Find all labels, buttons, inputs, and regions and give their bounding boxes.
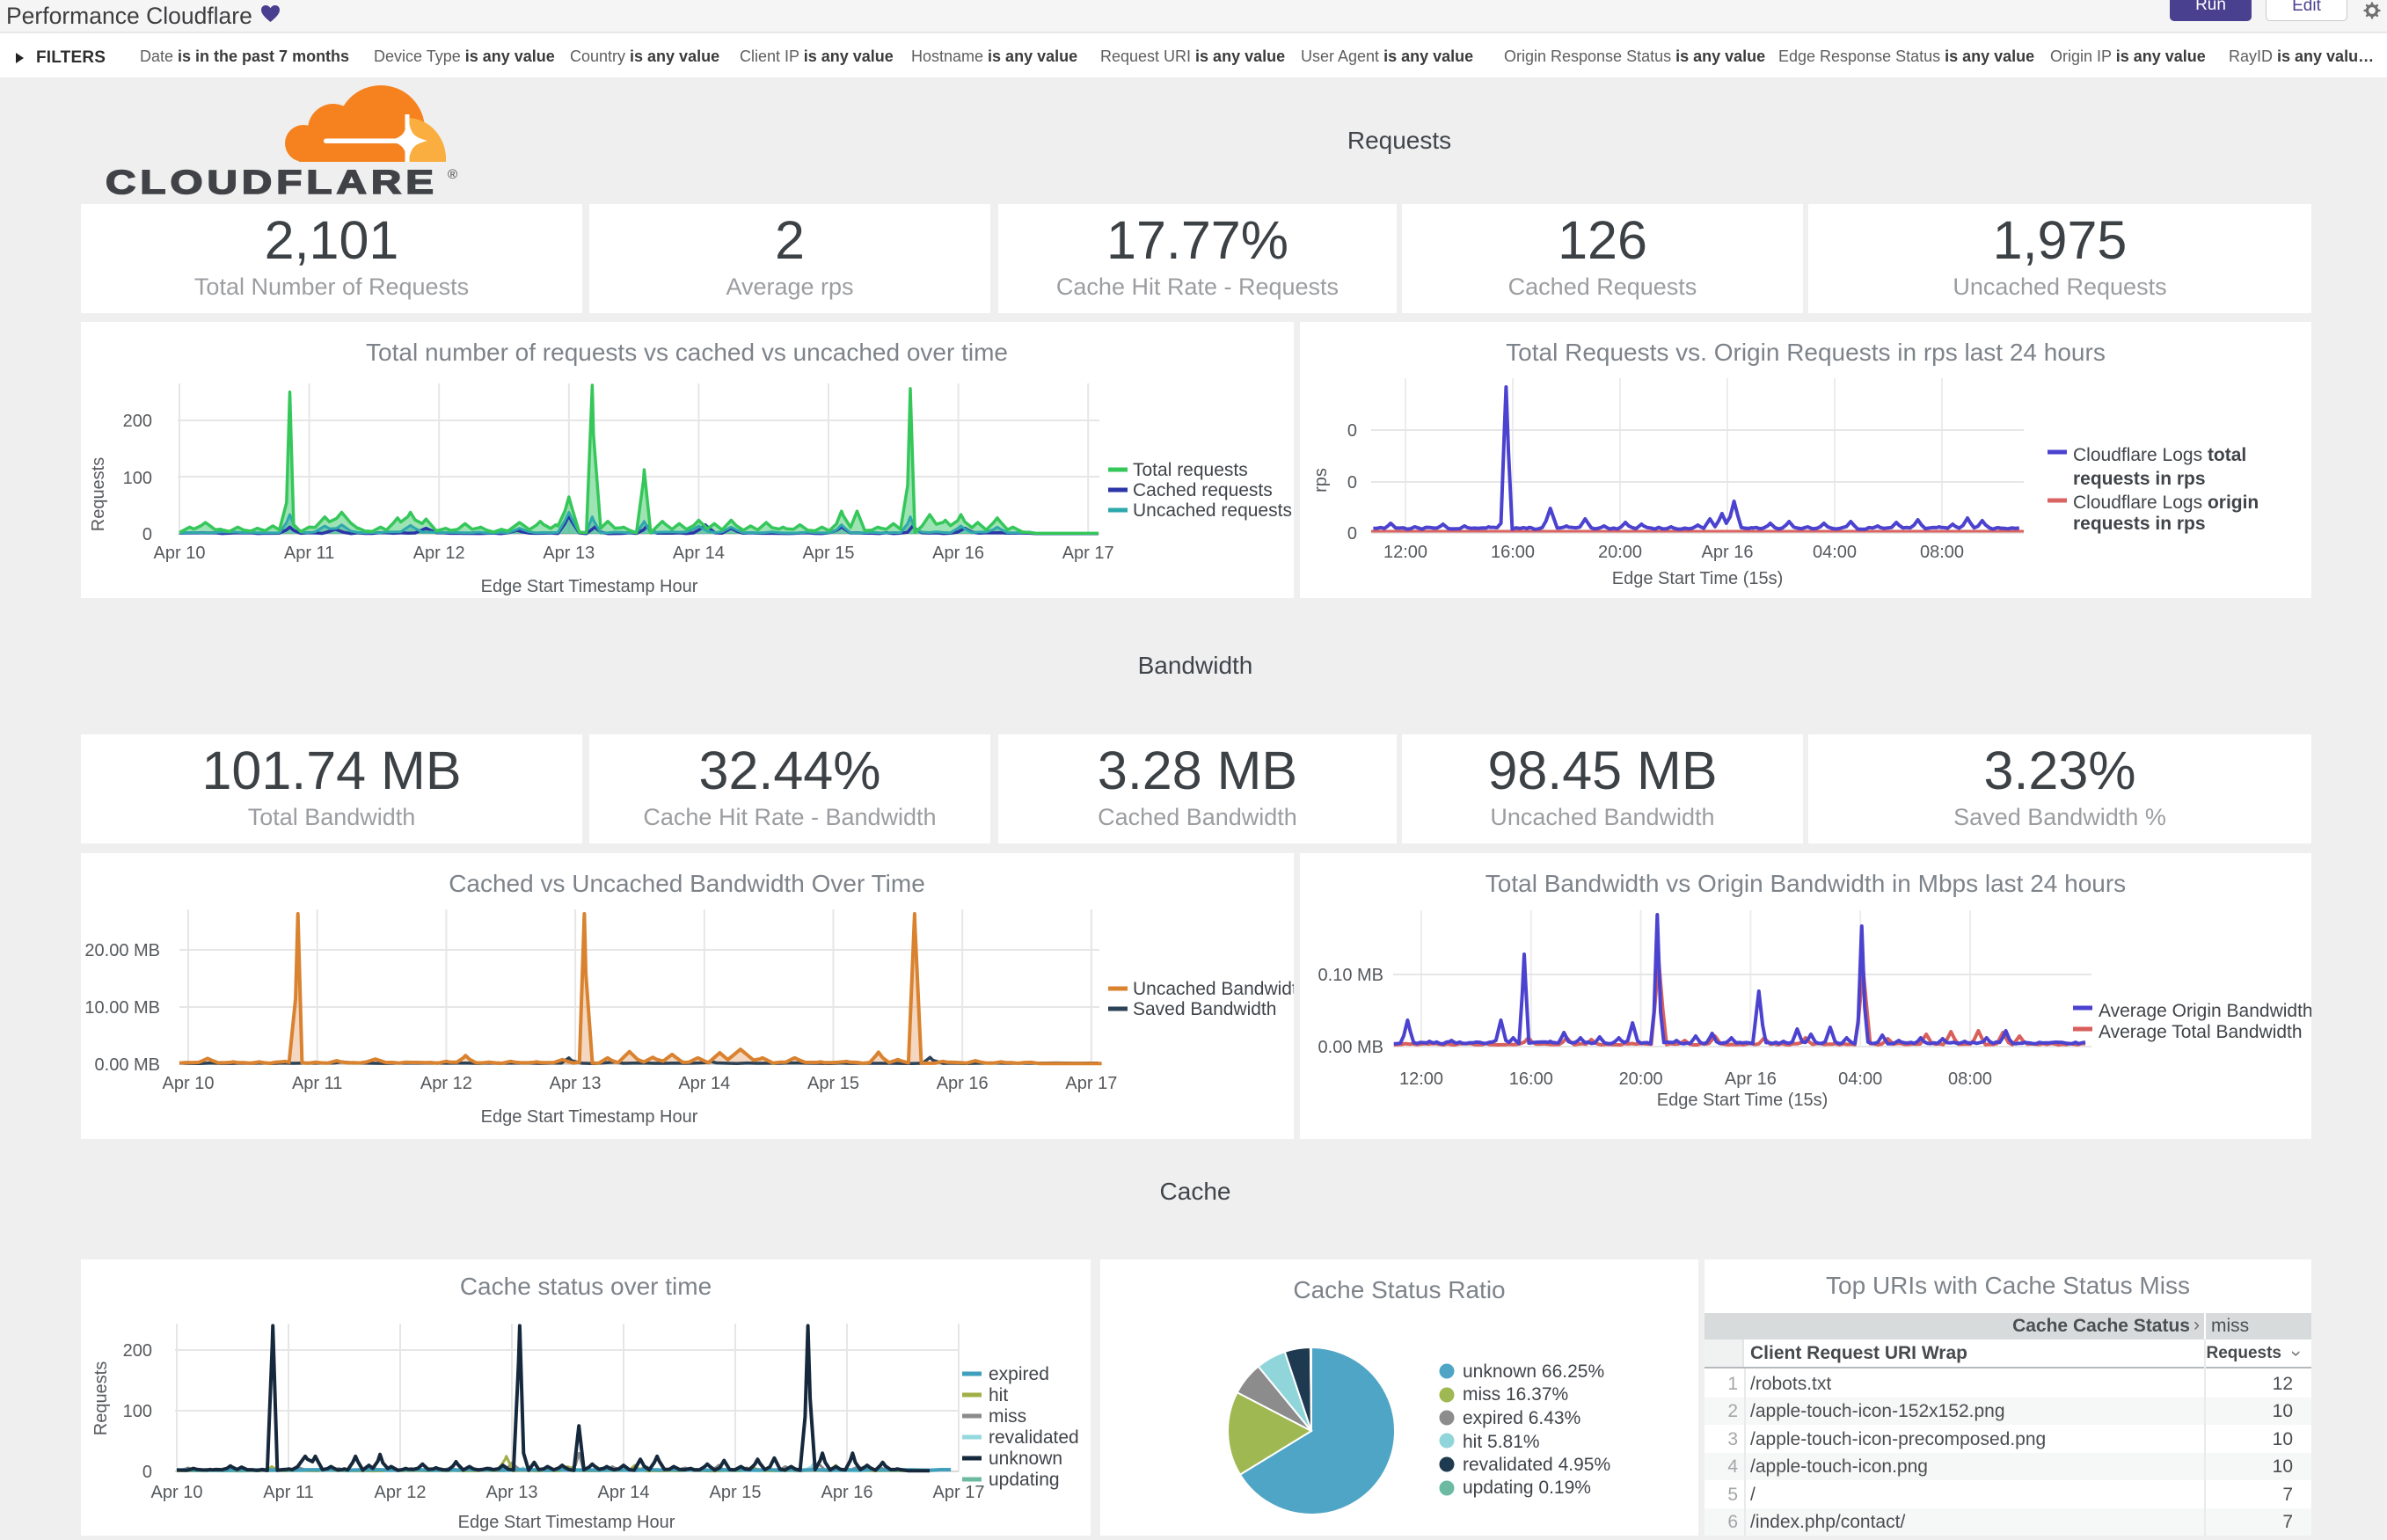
svg-text:Apr 16: Apr 16	[1702, 543, 1754, 562]
svg-text:expired: expired	[989, 1364, 1049, 1384]
svg-text:0: 0	[1347, 421, 1357, 441]
svg-text:Requests: Requests	[91, 1361, 111, 1436]
svg-text:08:00: 08:00	[1920, 543, 1964, 562]
svg-text:Apr 16: Apr 16	[821, 1483, 873, 1502]
svg-text:requests in rps: requests in rps	[2073, 514, 2206, 534]
svg-text:Apr 15: Apr 15	[803, 544, 855, 563]
svg-text:Apr 13: Apr 13	[550, 1074, 602, 1093]
svg-text:Apr 11: Apr 11	[284, 544, 334, 563]
svg-text:08:00: 08:00	[1948, 1069, 1992, 1089]
svg-text:Uncached requests: Uncached requests	[1133, 500, 1292, 521]
svg-text:12:00: 12:00	[1399, 1069, 1443, 1089]
svg-text:Apr 12: Apr 12	[375, 1483, 427, 1502]
svg-text:Apr 12: Apr 12	[413, 544, 465, 563]
svg-text:Apr 14: Apr 14	[673, 544, 725, 563]
svg-text:Apr 17: Apr 17	[1065, 1074, 1117, 1093]
svg-text:10.00 MB: 10.00 MB	[84, 998, 160, 1018]
svg-text:Total Requests vs. Origin Requ: Total Requests vs. Origin Requests in rp…	[1506, 339, 2106, 366]
svg-text:Apr 13: Apr 13	[543, 544, 595, 563]
svg-text:Requests: Requests	[89, 457, 108, 532]
svg-text:0: 0	[142, 525, 152, 544]
svg-text:Apr 11: Apr 11	[263, 1483, 313, 1502]
svg-text:rps: rps	[1311, 468, 1331, 493]
svg-text:Cloudflare Logs total: Cloudflare Logs total	[2073, 445, 2246, 465]
svg-text:revalidated: revalidated	[989, 1427, 1079, 1448]
svg-text:0: 0	[142, 1463, 152, 1482]
svg-text:200: 200	[123, 1341, 152, 1361]
svg-text:Apr 10: Apr 10	[151, 1483, 203, 1502]
svg-text:Uncached Bandwidth: Uncached Bandwidth	[1133, 979, 1294, 999]
svg-text:updating: updating	[989, 1470, 1060, 1490]
svg-text:Apr 14: Apr 14	[598, 1483, 650, 1502]
svg-text:Cloudflare Logs origin: Cloudflare Logs origin	[2073, 493, 2259, 513]
svg-text:Saved Bandwidth: Saved Bandwidth	[1133, 999, 1276, 1019]
svg-text:0.00 MB: 0.00 MB	[1318, 1038, 1383, 1057]
svg-text:16:00: 16:00	[1509, 1069, 1553, 1089]
svg-text:Apr 16: Apr 16	[932, 544, 984, 563]
svg-text:Edge Start Timestamp Hour: Edge Start Timestamp Hour	[458, 1513, 675, 1532]
svg-text:CLOUDFLARE: CLOUDFLARE	[106, 164, 438, 201]
svg-text:Cache status over time: Cache status over time	[460, 1273, 712, 1300]
svg-text:Cached requests: Cached requests	[1133, 480, 1273, 500]
svg-text:Cached vs Uncached Bandwidth O: Cached vs Uncached Bandwidth Over Time	[449, 870, 925, 897]
svg-text:unknown 66.25%: unknown 66.25%	[1463, 1361, 1604, 1382]
svg-text:Apr 10: Apr 10	[163, 1074, 215, 1093]
svg-text:Apr 15: Apr 15	[710, 1483, 762, 1502]
svg-text:20.00 MB: 20.00 MB	[84, 941, 160, 960]
svg-text:hit 5.81%: hit 5.81%	[1463, 1432, 1540, 1452]
svg-text:Average Origin Bandwidth: Average Origin Bandwidth	[2099, 1001, 2311, 1021]
svg-text:Apr 15: Apr 15	[807, 1074, 859, 1093]
svg-text:Apr 11: Apr 11	[292, 1074, 342, 1093]
svg-text:hit: hit	[989, 1385, 1008, 1405]
svg-text:Edge Start Timestamp Hour: Edge Start Timestamp Hour	[481, 1107, 698, 1127]
svg-text:04:00: 04:00	[1838, 1069, 1882, 1089]
svg-text:Apr 17: Apr 17	[1062, 544, 1114, 563]
svg-text:12:00: 12:00	[1383, 543, 1427, 562]
svg-text:miss: miss	[989, 1406, 1026, 1427]
svg-text:0.10 MB: 0.10 MB	[1318, 966, 1383, 985]
svg-text:Apr 16: Apr 16	[1725, 1069, 1777, 1089]
svg-text:®: ®	[448, 167, 457, 182]
svg-text:requests in rps: requests in rps	[2073, 469, 2206, 489]
svg-text:20:00: 20:00	[1619, 1069, 1663, 1089]
svg-text:0: 0	[1347, 524, 1357, 544]
svg-text:updating 0.19%: updating 0.19%	[1463, 1478, 1591, 1498]
svg-text:Average Total Bandwidth: Average Total Bandwidth	[2099, 1022, 2303, 1042]
svg-text:Edge Start Time (15s): Edge Start Time (15s)	[1612, 569, 1784, 588]
svg-text:Edge Start Time (15s): Edge Start Time (15s)	[1657, 1091, 1829, 1110]
svg-text:0: 0	[1347, 473, 1357, 493]
svg-text:Apr 12: Apr 12	[420, 1074, 472, 1093]
svg-text:0.00 MB: 0.00 MB	[95, 1055, 160, 1075]
svg-text:100: 100	[123, 1402, 152, 1421]
svg-text:200: 200	[123, 412, 152, 431]
svg-text:Total Bandwidth vs Origin Band: Total Bandwidth vs Origin Bandwidth in M…	[1485, 870, 2126, 897]
svg-text:16:00: 16:00	[1491, 543, 1535, 562]
svg-text:unknown: unknown	[989, 1449, 1062, 1469]
svg-text:revalidated 4.95%: revalidated 4.95%	[1463, 1455, 1610, 1475]
svg-text:Apr 10: Apr 10	[154, 544, 206, 563]
svg-text:100: 100	[123, 469, 152, 488]
svg-text:miss 16.37%: miss 16.37%	[1463, 1384, 1568, 1405]
svg-text:Apr 13: Apr 13	[486, 1483, 538, 1502]
svg-text:20:00: 20:00	[1598, 543, 1642, 562]
svg-text:Apr 17: Apr 17	[933, 1483, 985, 1502]
svg-text:Apr 14: Apr 14	[678, 1074, 730, 1093]
svg-text:Total number of requests vs ca: Total number of requests vs cached vs un…	[366, 339, 1008, 366]
svg-text:Cache Status Ratio: Cache Status Ratio	[1293, 1276, 1505, 1303]
svg-text:Apr 16: Apr 16	[937, 1074, 989, 1093]
svg-text:04:00: 04:00	[1813, 543, 1857, 562]
svg-text:Edge Start Timestamp Hour: Edge Start Timestamp Hour	[481, 577, 698, 596]
svg-text:Total requests: Total requests	[1133, 460, 1248, 480]
svg-text:expired 6.43%: expired 6.43%	[1463, 1408, 1580, 1428]
